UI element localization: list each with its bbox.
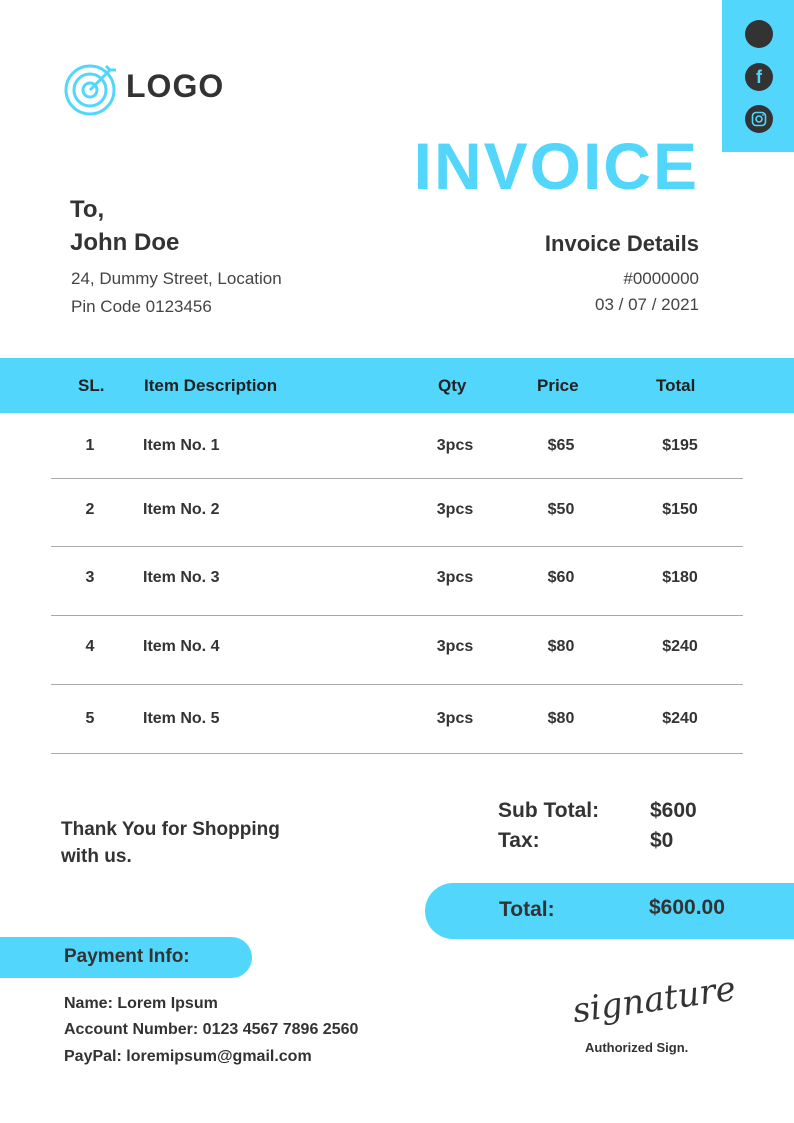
cell-total: $240	[662, 638, 698, 655]
cell-description: Item No. 2	[143, 501, 220, 518]
signature: signature	[570, 968, 739, 1032]
customer-pin: Pin Code 0123456	[71, 297, 212, 316]
facebook-icon[interactable]: f	[745, 63, 773, 91]
invoice-details-title: Invoice Details	[544, 231, 699, 256]
thank-you-line: with us.	[61, 846, 132, 867]
to-label: To,	[70, 196, 105, 223]
cell-price: $80	[547, 638, 575, 655]
cell-price: $50	[547, 501, 575, 518]
row-divider	[51, 753, 743, 754]
header-total: Total	[656, 376, 696, 395]
tax-value: $0	[650, 829, 674, 852]
total-bar: Total: $600.00	[425, 883, 794, 939]
invoice-date: 03 / 07 / 2021	[595, 295, 699, 314]
cell-total: $180	[662, 569, 698, 586]
cell-price: $60	[547, 569, 575, 586]
total-value: $600.00	[649, 896, 725, 919]
instagram-icon[interactable]	[745, 105, 773, 133]
customer-address: 24, Dummy Street, Location	[71, 269, 282, 288]
cell-sl: 5	[85, 710, 95, 727]
logo-text: LOGO	[126, 68, 225, 104]
payment-account: Account Number: 0123 4567 7896 2560	[64, 1021, 359, 1038]
customer-name: John Doe	[70, 229, 180, 256]
header-price: Price	[537, 376, 579, 395]
header-qty: Qty	[438, 376, 467, 395]
cell-qty: 3pcs	[436, 437, 474, 454]
subtotal-label: Sub Total:	[498, 799, 600, 822]
whatsapp-icon[interactable]	[745, 20, 773, 48]
social-bar: f	[722, 0, 794, 152]
row-divider	[51, 478, 743, 479]
cell-sl: 4	[85, 638, 95, 655]
payment-paypal: PayPal: loremipsum@gmail.com	[64, 1048, 312, 1065]
thank-you-message: Thank You for Shopping with us.	[61, 816, 280, 870]
row-divider	[51, 684, 743, 685]
payment-info-bar: Payment Info:	[0, 937, 252, 978]
cell-sl: 1	[85, 437, 95, 454]
cell-sl: 2	[85, 501, 95, 518]
logo-target-icon	[64, 62, 120, 123]
total-label: Total:	[499, 898, 555, 921]
cell-total: $240	[662, 710, 698, 727]
cell-description: Item No. 1	[143, 437, 220, 454]
thank-you-line: Thank You for Shopping	[61, 819, 280, 840]
cell-sl: 3	[85, 569, 95, 586]
cell-description: Item No. 3	[143, 569, 220, 586]
cell-description: Item No. 5	[143, 710, 220, 727]
subtotal-value: $600	[650, 799, 697, 822]
invoice-title: INVOICE	[413, 129, 699, 203]
header-description: Item Description	[144, 376, 278, 395]
row-divider	[51, 615, 743, 616]
cell-qty: 3pcs	[436, 638, 474, 655]
cell-total: $195	[662, 437, 698, 454]
cell-price: $65	[547, 437, 575, 454]
cell-price: $80	[547, 710, 575, 727]
cell-description: Item No. 4	[143, 638, 220, 655]
authorized-sign-label: Authorized Sign.	[585, 1040, 689, 1055]
row-divider	[51, 546, 743, 547]
table-header: SL. Item Description Qty Price Total	[0, 358, 794, 413]
payment-name: Name: Lorem Ipsum	[64, 995, 218, 1012]
cell-total: $150	[662, 501, 698, 518]
cell-qty: 3pcs	[436, 569, 474, 586]
tax-label: Tax:	[498, 829, 540, 852]
payment-info-title: Payment Info:	[64, 946, 190, 967]
invoice-number: #0000000	[623, 269, 699, 288]
cell-qty: 3pcs	[436, 501, 474, 518]
header-sl: SL.	[78, 376, 105, 395]
cell-qty: 3pcs	[436, 710, 474, 727]
